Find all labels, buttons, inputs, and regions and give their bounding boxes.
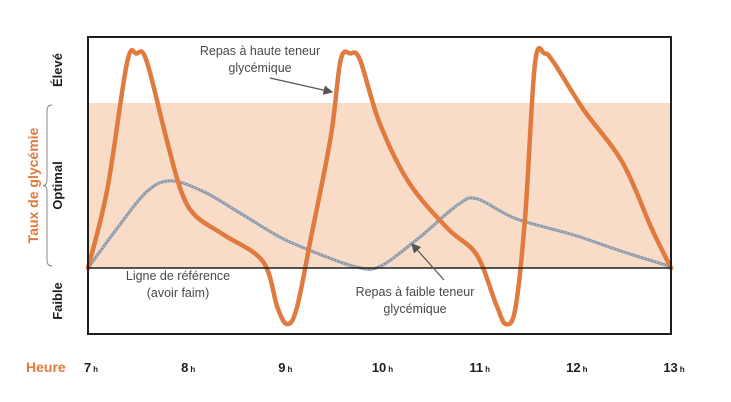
- annotation-high-gi: Repas à haute teneur glycémique: [200, 44, 320, 75]
- annotation-line: Repas à haute teneur: [200, 44, 320, 58]
- x-axis-title: Heure: [26, 359, 66, 375]
- annotation-high-gi-arrow: [269, 77, 334, 95]
- x-tick-label: 12 h: [566, 360, 587, 375]
- x-tick-suffix: h: [190, 365, 195, 374]
- annotation-low-gi: Repas à faible teneur glycémique: [356, 285, 475, 316]
- x-tick-label: 10 h: [372, 360, 393, 375]
- level-label-high: Élevé: [50, 53, 65, 87]
- x-tick-suffix: h: [388, 365, 393, 374]
- x-tick-suffix: h: [485, 365, 490, 374]
- level-label-optimal: Optimal: [50, 161, 65, 209]
- annotation-line: Repas à faible teneur: [356, 285, 475, 299]
- annotation-line: (avoir faim): [147, 286, 210, 300]
- plot-frame: [87, 36, 672, 335]
- annotation-line: glycémique: [228, 61, 291, 75]
- x-tick-label: 13 h: [663, 360, 684, 375]
- x-tick-suffix: h: [288, 365, 293, 374]
- annotation-line: Ligne de référence: [126, 269, 230, 283]
- high-gi-series-line: [85, 46, 674, 327]
- optimal-brace: [42, 104, 53, 267]
- low-gi-series-texture: [87, 180, 672, 270]
- y-axis-title: Taux de glycémie: [25, 127, 41, 243]
- x-tick-suffix: h: [583, 365, 588, 374]
- x-tick-suffix: h: [680, 365, 685, 374]
- annotation-reference-line: Ligne de référence (avoir faim): [126, 269, 230, 300]
- level-label-low: Faible: [50, 282, 65, 320]
- x-tick-label: 11 h: [469, 360, 490, 375]
- annotation-low-gi-arrow: [411, 243, 445, 281]
- x-tick-suffix: h: [93, 365, 98, 374]
- annotation-line: glycémique: [383, 302, 446, 316]
